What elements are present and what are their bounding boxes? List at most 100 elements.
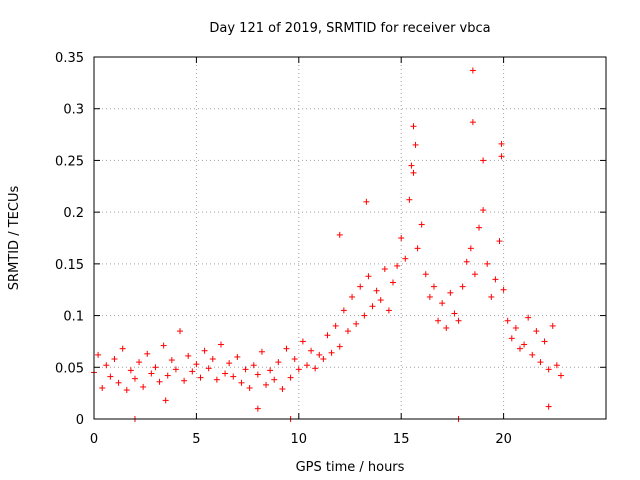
- data-point: [492, 276, 499, 283]
- data-point: [353, 320, 360, 327]
- data-point: [107, 373, 114, 380]
- data-point: [205, 365, 212, 372]
- chart-title: Day 121 of 2019, SRMTID for receiver vbc…: [209, 21, 490, 36]
- y-tick-label: 0.3: [63, 103, 84, 118]
- data-point: [336, 343, 343, 350]
- data-point: [246, 384, 253, 391]
- data-point: [469, 119, 476, 126]
- data-point: [459, 283, 466, 290]
- x-tick-label: 20: [495, 432, 512, 447]
- data-point: [254, 371, 261, 378]
- data-point: [127, 367, 134, 374]
- data-point: [408, 162, 415, 169]
- data-point: [308, 347, 315, 354]
- data-point: [189, 368, 196, 375]
- data-point: [312, 365, 319, 372]
- data-point: [271, 376, 278, 383]
- data-point: [344, 328, 351, 335]
- data-point: [369, 303, 376, 310]
- y-tick-label: 0.35: [55, 51, 84, 66]
- data-point: [131, 375, 138, 382]
- data-point: [160, 342, 167, 349]
- data-point: [328, 349, 335, 356]
- x-tick-label: 0: [90, 432, 98, 447]
- data-point: [496, 238, 503, 245]
- data-point: [283, 345, 290, 352]
- data-point: [250, 362, 257, 369]
- data-point: [541, 338, 548, 345]
- data-point: [172, 366, 179, 373]
- data-point: [263, 381, 270, 388]
- data-point: [140, 383, 147, 390]
- data-point: [504, 317, 511, 324]
- x-tick-label: 5: [192, 432, 200, 447]
- data-point: [480, 207, 487, 214]
- data-point: [156, 378, 163, 385]
- data-point: [324, 332, 331, 339]
- data-point: [521, 341, 528, 348]
- data-point: [498, 153, 505, 160]
- grid-lines: [94, 57, 606, 419]
- data-point: [217, 341, 224, 348]
- data-point: [484, 260, 491, 267]
- data-point: [455, 317, 462, 324]
- data-point: [467, 245, 474, 252]
- data-point: [201, 347, 208, 354]
- y-axis-label: SRMTID / TECUs: [7, 186, 22, 291]
- data-point: [267, 367, 274, 374]
- data-point: [181, 377, 188, 384]
- data-point: [377, 297, 384, 304]
- data-point: [197, 374, 204, 381]
- data-points: [91, 67, 564, 422]
- data-point: [451, 310, 458, 317]
- data-point: [418, 221, 425, 228]
- data-point: [394, 262, 401, 269]
- data-point: [340, 307, 347, 314]
- data-point: [99, 384, 106, 391]
- y-tick-label: 0.1: [63, 310, 84, 325]
- data-point: [226, 360, 233, 367]
- data-point: [373, 287, 380, 294]
- data-point: [111, 356, 118, 363]
- data-point: [463, 258, 470, 265]
- data-point: [545, 403, 552, 410]
- data-point: [500, 286, 507, 293]
- data-point: [320, 356, 327, 363]
- data-point: [557, 372, 564, 379]
- data-point: [144, 350, 151, 357]
- tick-labels: 0 5 10 15 20 0 0.05 0.1 0.15 0.2 0.25 0.3 0.35: [55, 51, 512, 447]
- data-point: [336, 231, 343, 238]
- x-axis-label: GPS time / hours: [296, 460, 405, 475]
- data-point: [123, 387, 130, 394]
- plot-frame: [93, 56, 607, 420]
- data-point: [291, 356, 298, 363]
- data-point: [430, 283, 437, 290]
- data-point: [177, 328, 184, 335]
- axis-ticks: [93, 56, 606, 420]
- data-point: [412, 141, 419, 148]
- data-point: [95, 351, 102, 358]
- data-point: [168, 357, 175, 364]
- data-point: [332, 322, 339, 329]
- data-point: [385, 307, 392, 314]
- data-point: [488, 293, 495, 300]
- data-point: [498, 140, 505, 147]
- y-tick-label: 0.05: [55, 361, 84, 376]
- data-point: [516, 345, 523, 352]
- x-tick-label: 10: [291, 432, 308, 447]
- data-point: [443, 324, 450, 331]
- data-point: [254, 405, 261, 412]
- data-point: [406, 196, 413, 203]
- data-point: [193, 361, 200, 368]
- data-point: [537, 359, 544, 366]
- data-point: [529, 351, 536, 358]
- data-point: [209, 356, 216, 363]
- data-point: [553, 362, 560, 369]
- data-point: [279, 386, 286, 393]
- data-point: [398, 235, 405, 241]
- data-point: [365, 273, 372, 280]
- data-point: [299, 338, 306, 345]
- y-tick-label: 0.25: [55, 154, 84, 169]
- data-point: [316, 351, 323, 358]
